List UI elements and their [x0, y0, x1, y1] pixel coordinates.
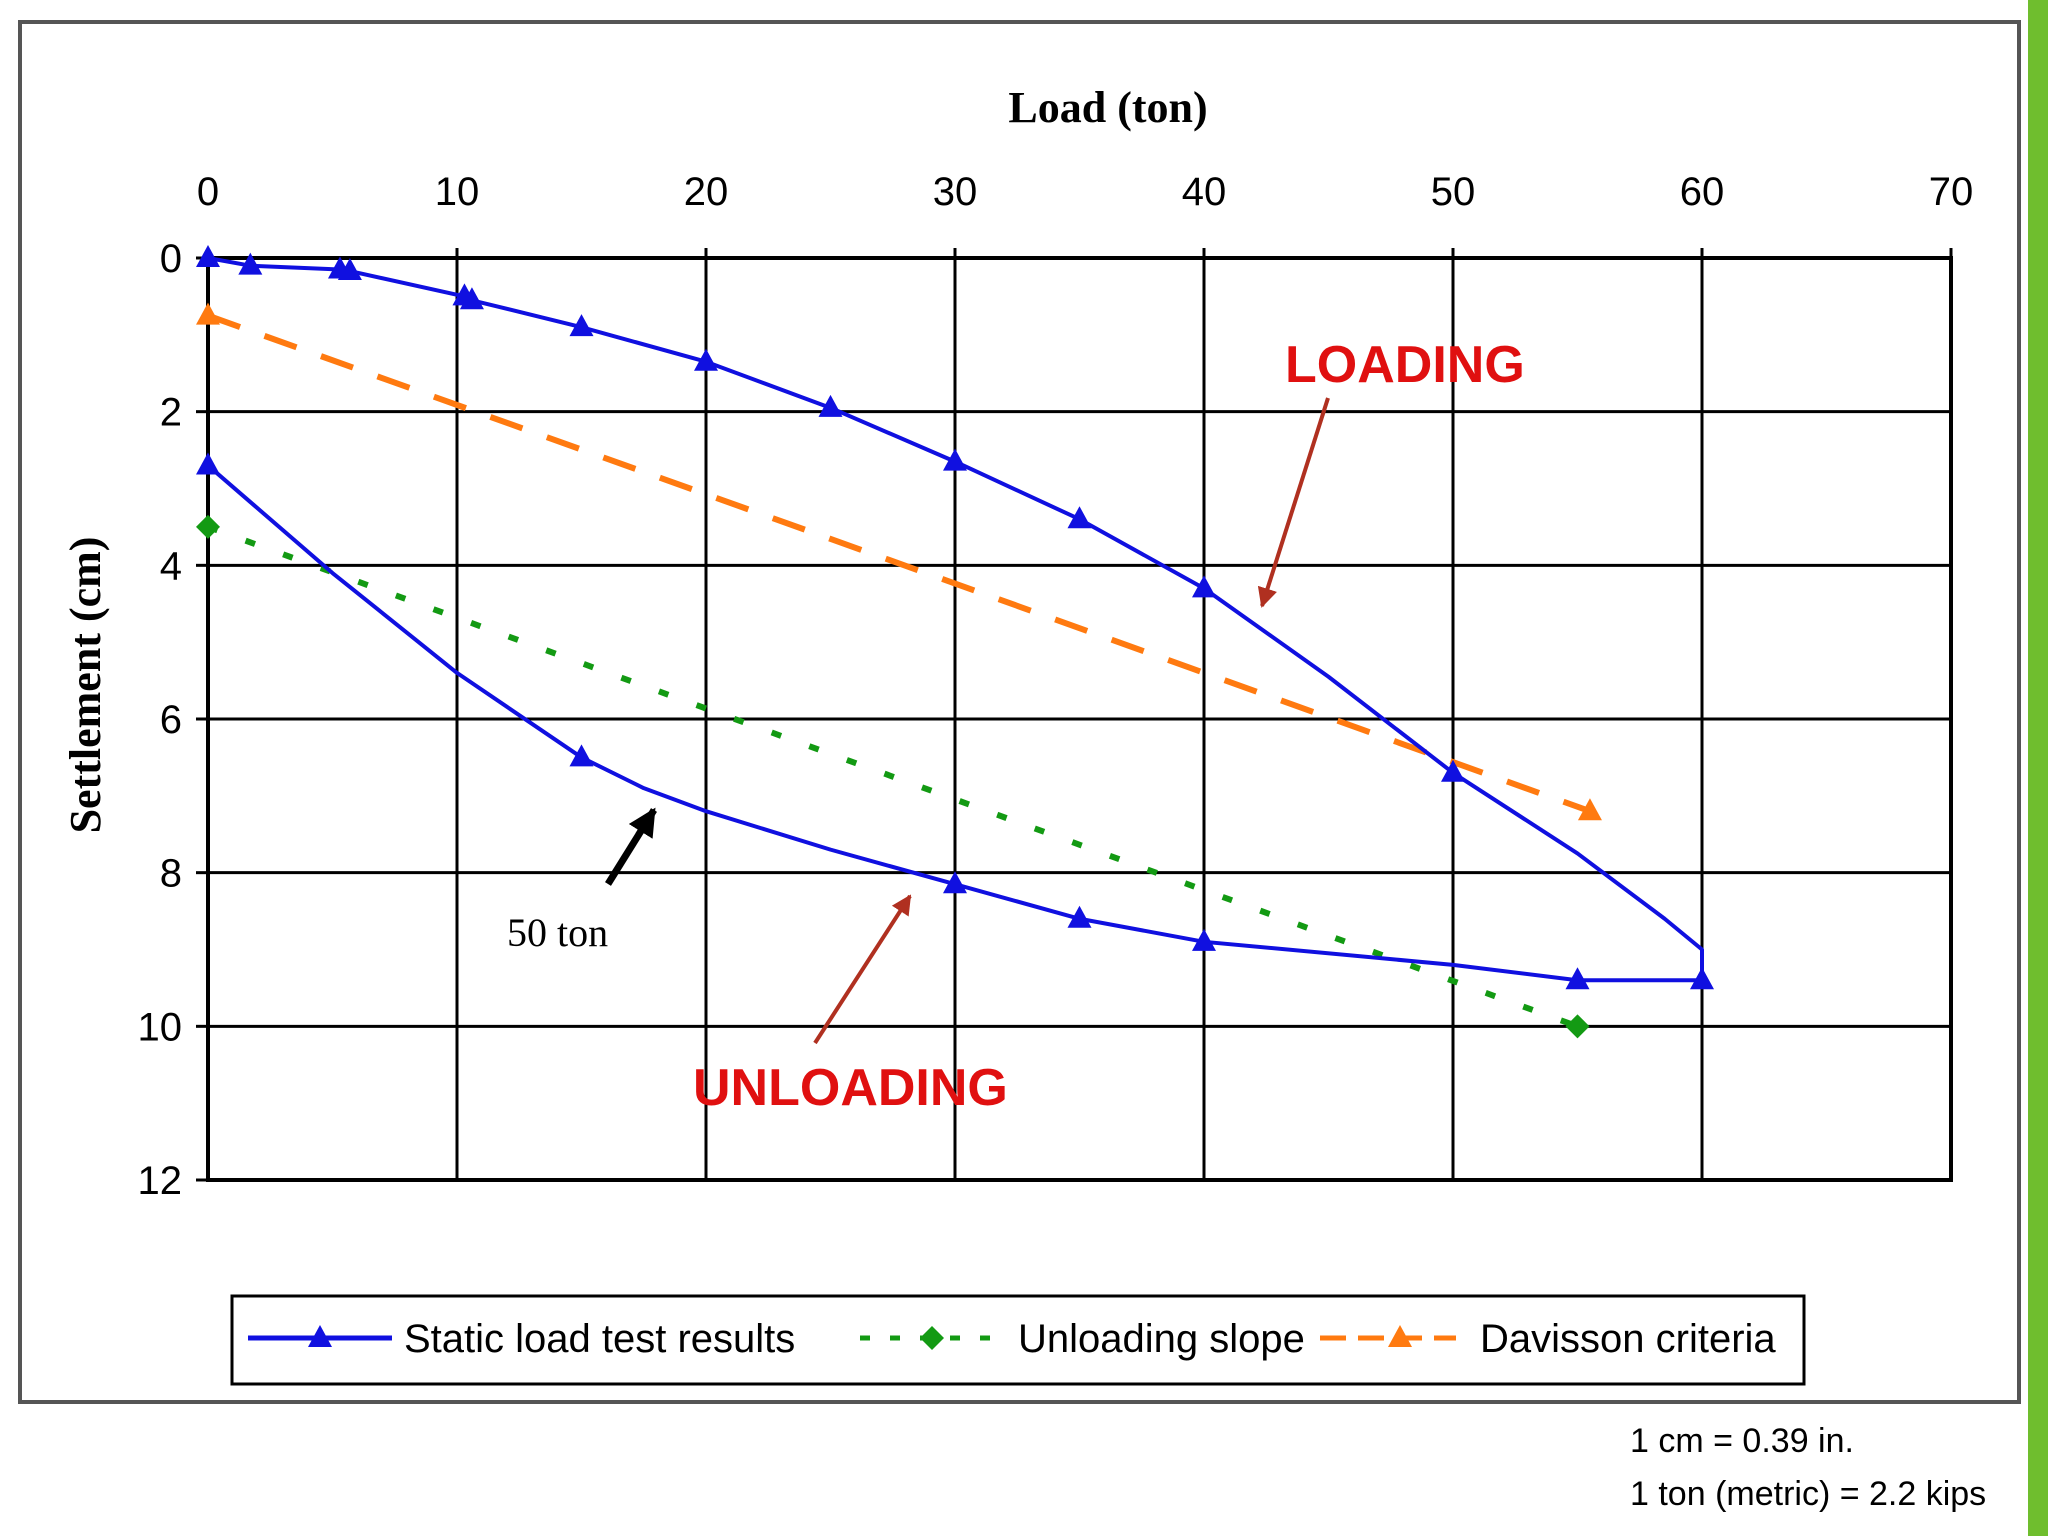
davisson-point: [1577, 798, 1602, 821]
x-tick-label: 50: [1431, 170, 1476, 214]
chart-frame: [18, 20, 2021, 1404]
static-load-point: [238, 252, 263, 275]
static-load-point: [196, 452, 220, 475]
x-tick-label: 40: [1182, 170, 1227, 214]
legend-davisson: Davisson criteria: [1320, 1317, 1776, 1361]
legend-static-load: Static load test results: [248, 1317, 795, 1361]
static-load-point: [1067, 506, 1092, 529]
legend-static-load-marker: [308, 1325, 332, 1347]
legend-box: [230, 1294, 1806, 1386]
davisson-point: [196, 302, 220, 325]
y-tick-label: 12: [138, 1159, 183, 1203]
static-load-point: [1441, 759, 1465, 782]
unloading-label: UNLOADING: [693, 1059, 1008, 1117]
tick-labels: 0 10 20 30 40 50 60 70 0 2 4 6 8 10 12: [138, 170, 1974, 1203]
static-load-point: [1565, 967, 1590, 990]
static-load-point: [569, 744, 594, 767]
accent-side-bar: [2028, 0, 2048, 1536]
x-tick-label: 20: [684, 170, 729, 214]
y-tick-label: 8: [160, 852, 182, 896]
static-load-point: [694, 348, 718, 371]
y-tick-label: 10: [138, 1005, 183, 1049]
static-load-point: [943, 448, 967, 471]
y-tick-label: 6: [160, 698, 182, 742]
unloading-arrow: [813, 894, 912, 1045]
unloading-slope-point: [196, 514, 220, 539]
static-load-point: [943, 871, 967, 894]
static-load-point: [1067, 905, 1092, 928]
x-tick-label: 0: [197, 170, 219, 214]
footnote-ton: 1 ton (metric) = 2.2 kips: [1630, 1475, 1986, 1513]
loading-arrow: [1257, 397, 1330, 608]
x-tick-label: 70: [1929, 170, 1974, 214]
fifty-ton-label: 50 ton: [507, 910, 608, 955]
davisson-criteria-line: [206, 312, 1591, 815]
footnote-cm: 1 cm = 0.39 in.: [1630, 1422, 1854, 1460]
x-tick-label: 10: [435, 170, 480, 214]
legend-unloading-slope: Unloading slope: [860, 1317, 1305, 1361]
static-load-point: [459, 287, 484, 310]
unloading-slope-point: [1565, 1014, 1590, 1039]
static-load-point: [818, 394, 843, 417]
legend-davisson-marker: [1388, 1325, 1412, 1347]
x-axis-title: Load (ton): [1008, 83, 1207, 132]
static-load-point: [1690, 967, 1714, 990]
y-tick-label: 2: [160, 391, 182, 435]
fifty-ton-arrow: [605, 807, 657, 886]
y-tick-label: 4: [160, 544, 182, 588]
grid: [196, 248, 1953, 1182]
legend-unloading-slope-label: Unloading slope: [1018, 1317, 1305, 1361]
unloading-slope-line: [206, 524, 1579, 1030]
legend-unloading-slope-marker: [920, 1326, 944, 1350]
y-axis-title: Settlement (cm): [61, 537, 110, 834]
static-load-point: [1192, 928, 1216, 951]
static-load-point: [1192, 575, 1216, 598]
loading-label: LOADING: [1285, 336, 1525, 394]
x-tick-label: 30: [933, 170, 978, 214]
y-tick-label: 0: [160, 237, 182, 281]
static-load-point: [337, 258, 362, 281]
static-load-point: [569, 314, 594, 337]
static-load-point: [196, 245, 220, 267]
series-group: [196, 245, 1714, 1039]
legend-static-load-label: Static load test results: [404, 1317, 795, 1361]
legend-davisson-label: Davisson criteria: [1480, 1317, 1776, 1361]
x-tick-label: 60: [1680, 170, 1725, 214]
